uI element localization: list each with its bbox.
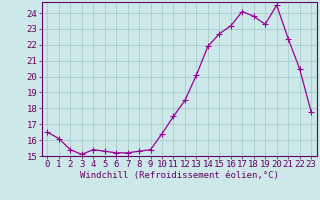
X-axis label: Windchill (Refroidissement éolien,°C): Windchill (Refroidissement éolien,°C): [80, 171, 279, 180]
